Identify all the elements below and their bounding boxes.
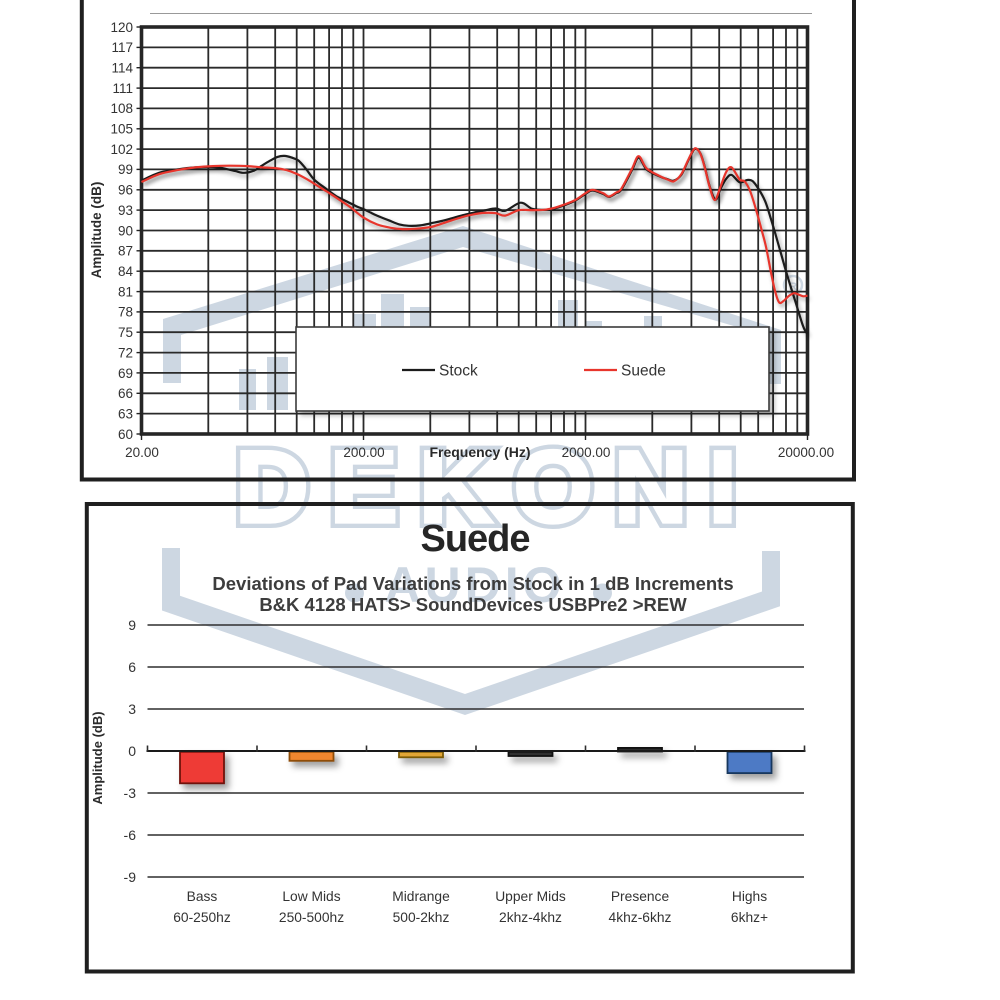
svg-text:69: 69 [118,366,133,381]
svg-text:200.00: 200.00 [343,445,384,460]
svg-text:Midrange: Midrange [392,889,450,904]
svg-text:Upper Mids: Upper Mids [495,889,566,904]
svg-text:DEKONI: DEKONI [235,430,758,544]
svg-text:63: 63 [118,406,133,421]
svg-text:84: 84 [118,264,134,279]
svg-text:60-250hz: 60-250hz [173,910,231,925]
svg-text:-3: -3 [124,785,137,801]
svg-text:102: 102 [110,142,133,157]
svg-text:Deviations of Pad Variations f: Deviations of Pad Variations from Stock … [212,573,733,594]
svg-text:AUDIO: AUDIO [384,557,565,613]
svg-text:93: 93 [118,203,133,218]
svg-text:Bass: Bass [187,889,218,904]
svg-text:120: 120 [110,20,133,35]
svg-text:500-2khz: 500-2khz [393,910,450,925]
svg-text:72: 72 [118,345,133,360]
svg-text:105: 105 [110,122,133,137]
svg-text:20000.00: 20000.00 [778,445,834,460]
svg-text:3: 3 [128,701,136,717]
svg-text:6: 6 [128,659,136,675]
svg-text:66: 66 [118,386,133,401]
svg-text:Amplitude (dB): Amplitude (dB) [90,711,105,804]
svg-text:81: 81 [118,284,133,299]
svg-text:114: 114 [111,61,133,76]
svg-text:Low Mids: Low Mids [282,889,340,904]
svg-text:R: R [789,281,797,293]
svg-text:B&K 4128 HATS> SoundDevices US: B&K 4128 HATS> SoundDevices USBPre2 >REW [259,594,687,615]
svg-text:DEKONI: DEKONI [235,430,758,544]
svg-text:111: 111 [112,81,133,96]
svg-text:108: 108 [110,101,133,116]
svg-text:0: 0 [128,743,136,759]
svg-text:Stock: Stock [439,363,478,380]
svg-text:-9: -9 [124,869,137,885]
svg-text:90: 90 [118,223,133,238]
svg-text:99: 99 [118,162,133,177]
svg-text:87: 87 [118,244,133,259]
svg-text:Frequency (Hz): Frequency (Hz) [429,444,530,460]
svg-text:-6: -6 [124,827,137,843]
svg-text:78: 78 [118,305,133,320]
svg-text:Amplitude (dB): Amplitude (dB) [89,182,104,279]
svg-text:Suede: Suede [621,363,666,380]
svg-text:2000.00: 2000.00 [562,445,611,460]
svg-text:96: 96 [118,183,133,198]
svg-text:Presence: Presence [611,889,670,904]
svg-text:20.00: 20.00 [125,445,159,460]
svg-text:250-500hz: 250-500hz [279,910,344,925]
svg-text:75: 75 [118,325,133,340]
svg-text:60: 60 [118,427,133,442]
svg-text:Highs: Highs [732,889,767,904]
svg-text:Suede: Suede [420,518,529,560]
svg-text:6khz+: 6khz+ [731,910,768,925]
svg-text:117: 117 [111,40,133,55]
svg-text:2khz-4khz: 2khz-4khz [499,910,562,925]
svg-text:9: 9 [128,617,136,633]
svg-text:4khz-6khz: 4khz-6khz [609,910,672,925]
